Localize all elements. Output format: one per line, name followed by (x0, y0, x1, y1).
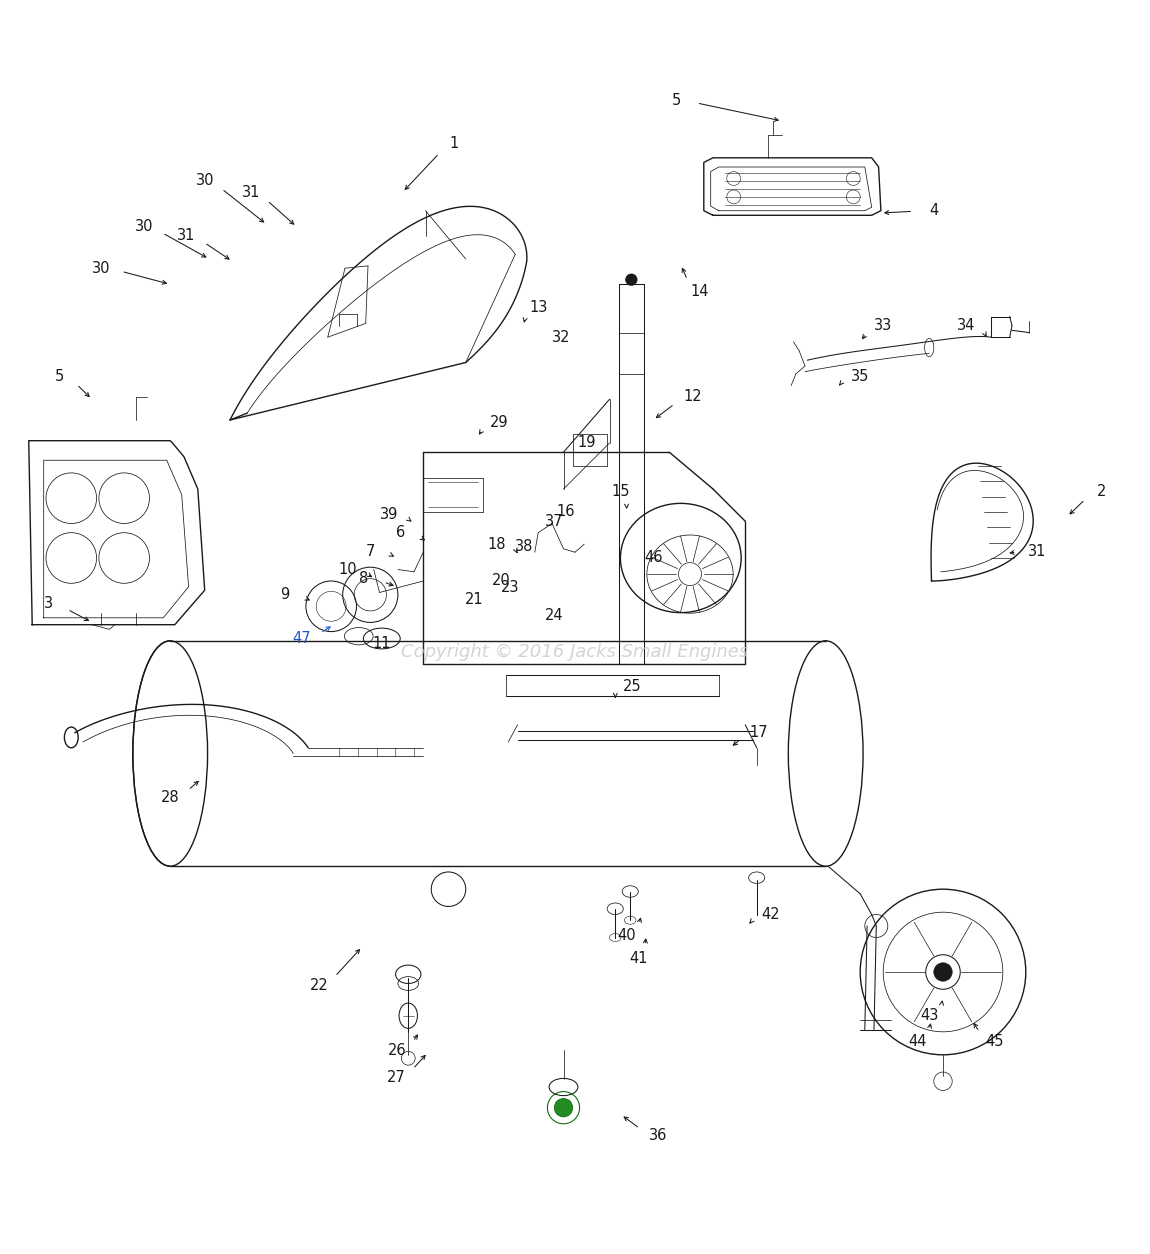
Text: 4: 4 (929, 203, 938, 218)
Text: 33: 33 (874, 319, 892, 334)
Text: 19: 19 (577, 435, 596, 450)
Text: 30: 30 (196, 173, 214, 188)
Circle shape (554, 1099, 573, 1117)
Text: 42: 42 (761, 907, 780, 922)
Text: 23: 23 (501, 581, 520, 596)
Text: 2: 2 (1097, 484, 1106, 499)
Text: 16: 16 (557, 504, 575, 519)
Text: 26: 26 (388, 1042, 406, 1057)
Text: 8: 8 (359, 572, 368, 586)
Text: 12: 12 (683, 390, 702, 405)
Text: 29: 29 (490, 415, 508, 430)
Circle shape (934, 963, 952, 981)
Text: 7: 7 (366, 543, 375, 558)
Text: 1: 1 (450, 137, 459, 152)
Text: 45: 45 (986, 1033, 1004, 1048)
Text: 31: 31 (1028, 543, 1046, 558)
Text: 5: 5 (672, 93, 681, 108)
Text: 41: 41 (629, 951, 647, 966)
Text: 17: 17 (750, 725, 768, 740)
Text: 44: 44 (908, 1033, 927, 1048)
Text: 3: 3 (44, 597, 53, 612)
Text: 37: 37 (545, 514, 564, 529)
Text: 34: 34 (957, 319, 975, 334)
Text: 39: 39 (380, 507, 398, 522)
Text: 5: 5 (55, 369, 64, 384)
Text: Copyright © 2016 Jacks Small Engines: Copyright © 2016 Jacks Small Engines (401, 643, 749, 661)
Text: 11: 11 (373, 636, 391, 651)
Text: 31: 31 (242, 184, 260, 199)
Text: 15: 15 (612, 484, 630, 499)
Text: 24: 24 (545, 608, 564, 623)
Text: 32: 32 (552, 330, 570, 345)
Text: 30: 30 (92, 261, 110, 276)
Text: 40: 40 (618, 928, 636, 943)
Circle shape (626, 273, 637, 286)
Text: 9: 9 (281, 587, 290, 602)
Text: 20: 20 (492, 573, 511, 588)
Text: 14: 14 (690, 283, 708, 298)
Text: 22: 22 (310, 978, 329, 993)
Text: 27: 27 (388, 1071, 406, 1085)
Text: 31: 31 (177, 228, 196, 243)
Text: 38: 38 (515, 539, 534, 554)
Text: 43: 43 (920, 1008, 938, 1023)
Text: 35: 35 (851, 369, 869, 384)
Text: 18: 18 (488, 537, 506, 552)
Text: 30: 30 (135, 219, 153, 234)
Text: 28: 28 (161, 790, 179, 805)
Text: 47: 47 (292, 631, 311, 646)
Text: 6: 6 (396, 525, 405, 540)
Text: 36: 36 (649, 1127, 667, 1142)
Text: 13: 13 (529, 300, 547, 315)
Text: 10: 10 (338, 562, 356, 577)
Text: 46: 46 (644, 551, 662, 566)
Text: 25: 25 (623, 680, 642, 695)
Text: 21: 21 (465, 592, 483, 607)
